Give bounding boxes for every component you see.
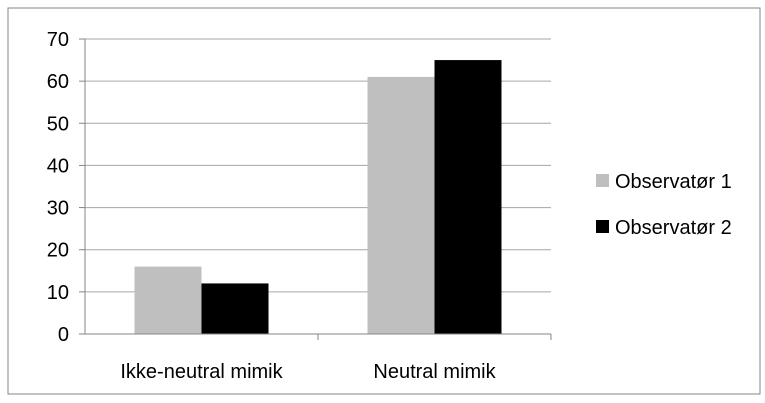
y-tick-label: 60 — [47, 71, 69, 93]
bar-series-2-cat-1 — [201, 283, 269, 334]
y-tick-label: 70 — [47, 29, 69, 51]
y-tick-label: 0 — [58, 324, 69, 346]
legend-label-series-2: Observatør 2 — [615, 217, 732, 239]
x-category-label: Ikke-neutral mimik — [120, 361, 283, 383]
y-tick-label: 50 — [47, 113, 69, 135]
y-tick-label: 40 — [47, 155, 69, 177]
bar-series-1-cat-1 — [134, 266, 202, 334]
bars — [134, 60, 502, 334]
axes: 0 10 20 30 40 50 60 70 Ikke-neutral mimik Neutral… — [47, 29, 552, 383]
legend: Observatør 1 Observatør 2 — [596, 171, 732, 239]
y-tick-label: 30 — [47, 198, 69, 220]
bar-series-2-cat-2 — [434, 60, 502, 334]
bar-series-1-cat-2 — [367, 76, 435, 334]
y-tick-label: 20 — [47, 240, 69, 262]
legend-swatch-series-2 — [596, 220, 609, 233]
legend-label-series-1: Observatør 1 — [615, 171, 732, 193]
legend-swatch-series-1 — [596, 174, 609, 187]
x-category-label: Neutral mimik — [373, 361, 496, 383]
y-tick-label: 10 — [47, 282, 69, 304]
